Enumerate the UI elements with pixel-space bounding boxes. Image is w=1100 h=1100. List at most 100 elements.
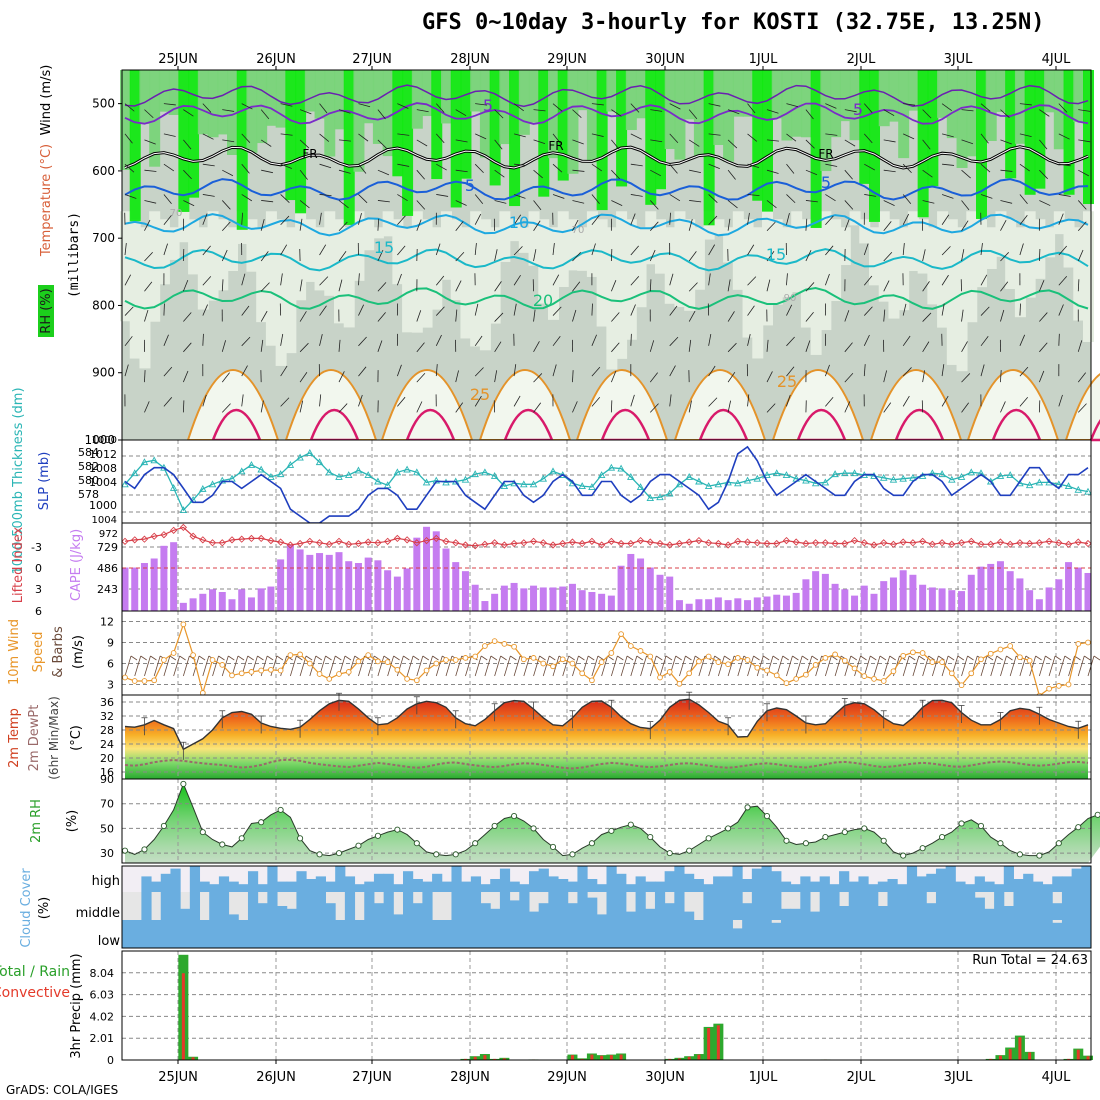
panel-bg [122, 611, 1091, 695]
cloud-cell-low [432, 920, 443, 948]
wind-barb-flag [510, 655, 517, 661]
thickness-point [393, 468, 402, 476]
cloud-cell-low [325, 920, 336, 948]
dry-cell [441, 211, 452, 280]
wind-barb [903, 103, 916, 106]
wind-tick: 3 [107, 679, 114, 692]
lifted-index-point [461, 541, 470, 549]
precip-convective-bar [1018, 1037, 1022, 1060]
lifted-index-point [199, 536, 207, 544]
dry-cell [246, 219, 258, 272]
dry-cell [742, 219, 754, 338]
wind-barb [747, 334, 751, 346]
wind-barb [747, 163, 760, 169]
wind-speed-point [841, 657, 848, 664]
thickness-tick: 578 [78, 488, 99, 501]
cloud-cell-low [277, 920, 288, 948]
moist-cell [197, 70, 209, 135]
wind-speed-point [559, 656, 566, 663]
wind-barb-flag [831, 655, 838, 661]
rh-point [977, 822, 985, 829]
wind-barb [474, 243, 477, 256]
wind-barb-10m [912, 655, 920, 677]
wind-speed-point [627, 643, 634, 649]
wind-barb [961, 402, 969, 413]
wind-barb-10m [212, 655, 219, 677]
thickness-point [1035, 478, 1044, 486]
wind-barb [182, 279, 189, 292]
rh-point [919, 845, 926, 852]
cloud-cell-low [218, 920, 230, 948]
wind-barb [1058, 333, 1060, 346]
moist-cell [246, 70, 258, 153]
cloud-cell-middle [713, 892, 724, 920]
lifted-index-point [549, 541, 557, 549]
wind-barb [747, 394, 750, 407]
cloud-cell-middle [819, 892, 830, 920]
moist-cell [586, 70, 598, 163]
wind-speed-point [773, 672, 780, 679]
wind-barb [358, 163, 367, 174]
wind-barb [1039, 169, 1048, 180]
wind-barb [144, 200, 157, 204]
cloud-cell-high [703, 884, 714, 892]
wind-barb-10m [523, 655, 531, 677]
cloud-cell-low [635, 920, 646, 948]
wind-barb [338, 169, 351, 174]
wind-barb [591, 194, 600, 204]
wind-barb [319, 334, 323, 346]
lifted-index-point [510, 539, 518, 548]
wind-barb-flag [1084, 655, 1091, 661]
wind-barb-flag [228, 655, 235, 661]
dry-cell [479, 219, 491, 351]
thickness-point [675, 480, 684, 488]
wind-barb-flag [782, 655, 789, 661]
cape-bar [734, 598, 742, 611]
dry-cell [402, 227, 414, 333]
isotherm-line-6 [124, 286, 1089, 310]
wind-barb-10m [435, 655, 443, 677]
cloud-cell-low [238, 920, 249, 948]
dry-cell [256, 227, 268, 323]
cloud-cell-middle [286, 908, 297, 920]
cape-bar [423, 526, 431, 611]
cape-tick: 486 [97, 562, 118, 575]
wind-barb-flag [947, 655, 955, 661]
wind-speed-point [754, 664, 761, 671]
thickness-point [1064, 482, 1073, 490]
cloud-cell-low [180, 920, 191, 948]
wind-barb [435, 243, 441, 256]
rh-point [705, 835, 712, 842]
thickness-point [1084, 487, 1092, 495]
wind-barb-flag [928, 655, 935, 661]
moist-cell [878, 70, 890, 127]
dry-cell [596, 219, 608, 327]
wind-barb [163, 215, 172, 225]
wind-barb [455, 402, 464, 413]
thickness-point [276, 470, 285, 478]
moist-cell [1014, 70, 1026, 144]
rh-point [180, 780, 187, 787]
wind-barb [202, 304, 208, 316]
wind-barb [397, 194, 408, 202]
dry-cell [635, 227, 647, 308]
wind-barb [747, 276, 757, 286]
wind-barb [688, 282, 698, 292]
wind-barb [221, 403, 231, 413]
cloud-cell-high [277, 881, 288, 892]
thickness-point [938, 470, 946, 478]
cloud-cell-high [373, 873, 385, 892]
cloud-cell-low [965, 920, 976, 948]
cloud-cell-low [228, 920, 239, 948]
cloud-cell-middle [180, 908, 191, 920]
wind-barb [727, 109, 740, 115]
cloud-cell-middle [393, 914, 404, 920]
wind-speed-point [861, 673, 868, 679]
wind-barb [591, 366, 601, 377]
dry-cell [907, 211, 919, 272]
cape-bar [714, 597, 722, 611]
wind-barb [455, 139, 468, 143]
cloud-cell-high [451, 866, 462, 892]
wind-barb [163, 133, 176, 137]
wind-speed-point [258, 667, 265, 674]
